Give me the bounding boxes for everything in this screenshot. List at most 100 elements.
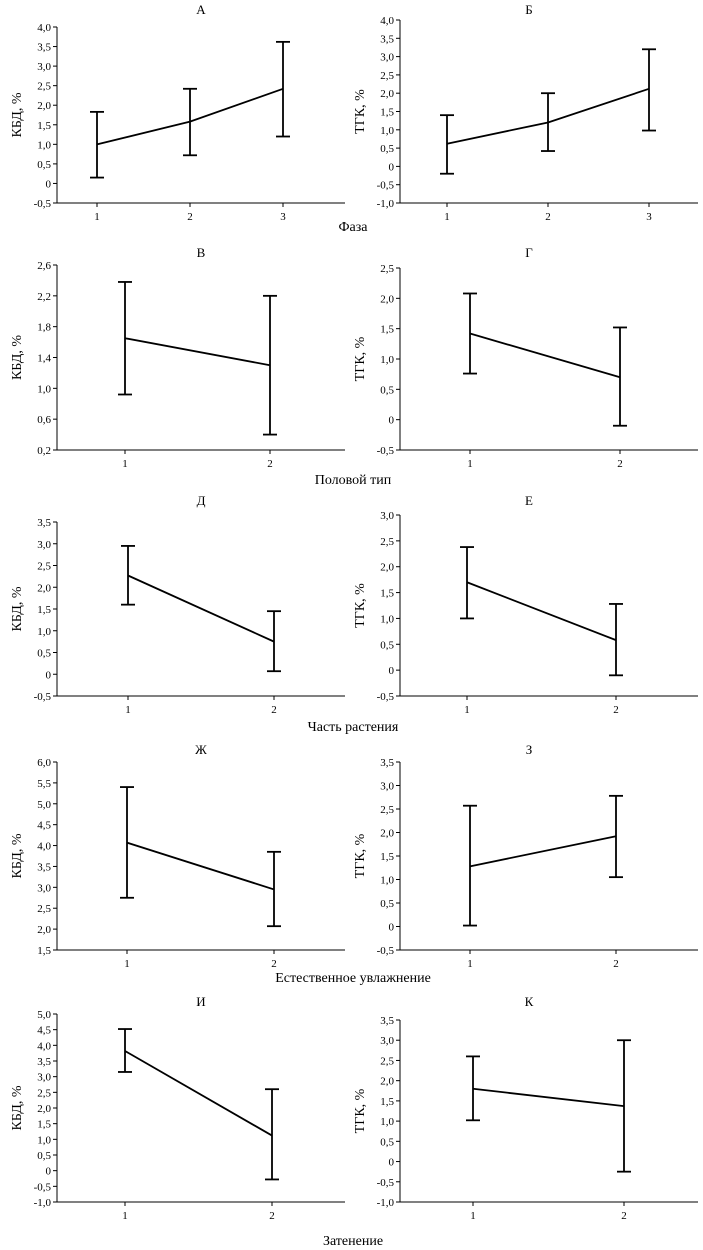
x-tick-label: 2 xyxy=(613,958,619,970)
y-tick-label: 0 xyxy=(389,1157,395,1169)
y-tick-label: 4,0 xyxy=(37,1040,51,1052)
panel-title: В xyxy=(197,245,206,260)
panel-2: Б -1,0 -0,5 0 0,5 1,0 1,5 2,0 2,5 3,0 3,5 4,0 ТГК, %… xyxy=(353,2,698,223)
y-tick-label: -0,5 xyxy=(34,691,52,703)
group-labels: Фаза Половой тип Часть растения Естестве… xyxy=(275,220,431,1249)
y-axis-label: КБД, % xyxy=(10,92,25,137)
x-tick-label: 2 xyxy=(617,458,623,470)
y-tick-label: 1,5 xyxy=(380,1096,394,1108)
y-tick-label: 0,5 xyxy=(37,648,51,660)
x-tick-label: 2 xyxy=(267,458,273,470)
y-tick-label: 0,5 xyxy=(380,898,394,910)
y-tick-label: 0,5 xyxy=(37,159,51,171)
y-tick-label: 4,0 xyxy=(37,841,51,853)
series-line xyxy=(472,1087,625,1108)
y-tick-label: 1,5 xyxy=(380,588,394,600)
y-tick-label: 3,0 xyxy=(37,539,51,551)
y-tick-label: 1,5 xyxy=(380,107,394,119)
y-tick-label: 1,4 xyxy=(37,353,51,365)
y-tick-label: 0 xyxy=(389,665,395,677)
y-tick-label: 5,0 xyxy=(37,799,51,811)
panel-title: Б xyxy=(525,2,532,17)
panel-title: Ж xyxy=(195,742,207,757)
y-tick-label: 0 xyxy=(389,922,395,934)
y-tick-label: 3,0 xyxy=(380,510,394,522)
y-tick-label: 1,5 xyxy=(37,1119,51,1131)
panel-6: Е -0,5 0 0,5 1,0 1,5 2,0 2,5 3,0 ТГК, % 1 2 xyxy=(353,493,698,716)
x-tick-label: 1 xyxy=(467,958,473,970)
series-line xyxy=(124,337,271,367)
y-tick-label: -1,0 xyxy=(377,1197,395,1209)
y-tick-label: 0,5 xyxy=(380,639,394,651)
y-tick-label: 3,0 xyxy=(380,1035,394,1047)
y-tick-label: 1,0 xyxy=(380,613,394,625)
y-tick-label: 1,0 xyxy=(37,626,51,638)
panel-5: Д -0,5 0 0,5 1,0 1,5 2,0 2,5 3,0 3,5 КБД, % 1 2 xyxy=(10,493,345,716)
y-tick-label: 3,5 xyxy=(37,861,51,873)
y-tick-label: 1,0 xyxy=(37,139,51,151)
y-tick-label: 2,5 xyxy=(380,70,394,82)
group-label-shading: Затенение xyxy=(323,1234,383,1249)
y-tick-label: -1,0 xyxy=(34,1197,52,1209)
y-axis-label: ТГК, % xyxy=(353,833,368,878)
y-tick-label: 0,2 xyxy=(37,445,51,457)
y-tick-label: 3,5 xyxy=(380,33,394,45)
y-tick-label: 1,0 xyxy=(380,125,394,137)
y-tick-label: 2,0 xyxy=(37,1103,51,1115)
y-tick-label: 2,6 xyxy=(37,260,51,272)
y-tick-label: 2,0 xyxy=(37,100,51,112)
y-tick-label: 4,0 xyxy=(380,15,394,27)
x-tick-label: 2 xyxy=(545,211,551,223)
panel-10: К -1,0 -0,5 0 0,5 1,0 1,5 2,0 2,5 3,0 3,5 ТГК, % 1 2 xyxy=(353,994,698,1222)
y-tick-label: 2,0 xyxy=(380,828,394,840)
y-tick-label: 3,0 xyxy=(37,1072,51,1084)
y-axis-label: ТГК, % xyxy=(353,336,368,381)
series-line xyxy=(126,841,275,891)
panel-7: Ж 1,5 2,0 2,5 3,0 3,5 4,0 4,5 5,0 5,5 6,0 КБД, % 1 2 xyxy=(10,742,345,970)
y-tick-label: 3,0 xyxy=(37,61,51,73)
x-tick-label: 1 xyxy=(467,458,473,470)
y-tick-label: 0,5 xyxy=(37,1150,51,1162)
y-tick-label: 1,0 xyxy=(380,354,394,366)
x-tick-label: 2 xyxy=(269,1210,275,1222)
y-tick-label: -0,5 xyxy=(377,691,395,703)
x-tick-label: 2 xyxy=(187,211,193,223)
y-tick-label: 1,8 xyxy=(37,322,51,334)
panel-title: А xyxy=(196,2,206,17)
y-tick-label: 4,0 xyxy=(37,22,51,34)
group-label-plant-part: Часть растения xyxy=(308,720,399,735)
y-tick-label: -0,5 xyxy=(377,445,395,457)
series-line xyxy=(127,574,275,643)
y-axis-label: КБД, % xyxy=(10,335,25,380)
y-tick-label: 3,5 xyxy=(37,517,51,529)
x-tick-label: 3 xyxy=(280,211,286,223)
panels: А -0,5 0 0,5 1,0 1,5 2,0 2,5 3,0 3,5 4,0 КБД, % 1 2 3 Б… xyxy=(10,2,698,1222)
x-tick-label: 2 xyxy=(613,704,619,716)
y-tick-label: 3,5 xyxy=(37,1056,51,1068)
y-tick-label: 2,5 xyxy=(37,561,51,573)
series-line xyxy=(469,332,621,379)
y-tick-label: -0,5 xyxy=(377,945,395,957)
y-tick-label: 2,0 xyxy=(380,562,394,574)
x-tick-label: 1 xyxy=(470,1210,476,1222)
y-tick-label: 2,2 xyxy=(37,291,51,303)
y-tick-label: 2,0 xyxy=(380,1076,394,1088)
y-tick-label: 4,5 xyxy=(37,1025,51,1037)
y-tick-label: 2,5 xyxy=(380,263,394,275)
panel-title: Е xyxy=(525,493,533,508)
y-tick-label: 3,5 xyxy=(380,757,394,769)
y-axis-label: КБД, % xyxy=(10,1085,25,1130)
y-tick-label: 0 xyxy=(46,669,52,681)
y-tick-label: 2,5 xyxy=(380,536,394,548)
y-tick-label: -0,5 xyxy=(34,198,52,210)
y-tick-label: 1,0 xyxy=(37,1134,51,1146)
panel-title: З xyxy=(526,742,533,757)
y-tick-label: 2,0 xyxy=(380,88,394,100)
panel-8: З -0,5 0 0,5 1,0 1,5 2,0 2,5 3,0 3,5 ТГК, % 1 2 xyxy=(353,742,698,970)
x-tick-label: 1 xyxy=(124,958,130,970)
x-tick-label: 1 xyxy=(122,458,128,470)
y-tick-label: 5,0 xyxy=(37,1009,51,1021)
y-tick-label: 1,5 xyxy=(380,851,394,863)
group-label-phase: Фаза xyxy=(338,220,368,235)
